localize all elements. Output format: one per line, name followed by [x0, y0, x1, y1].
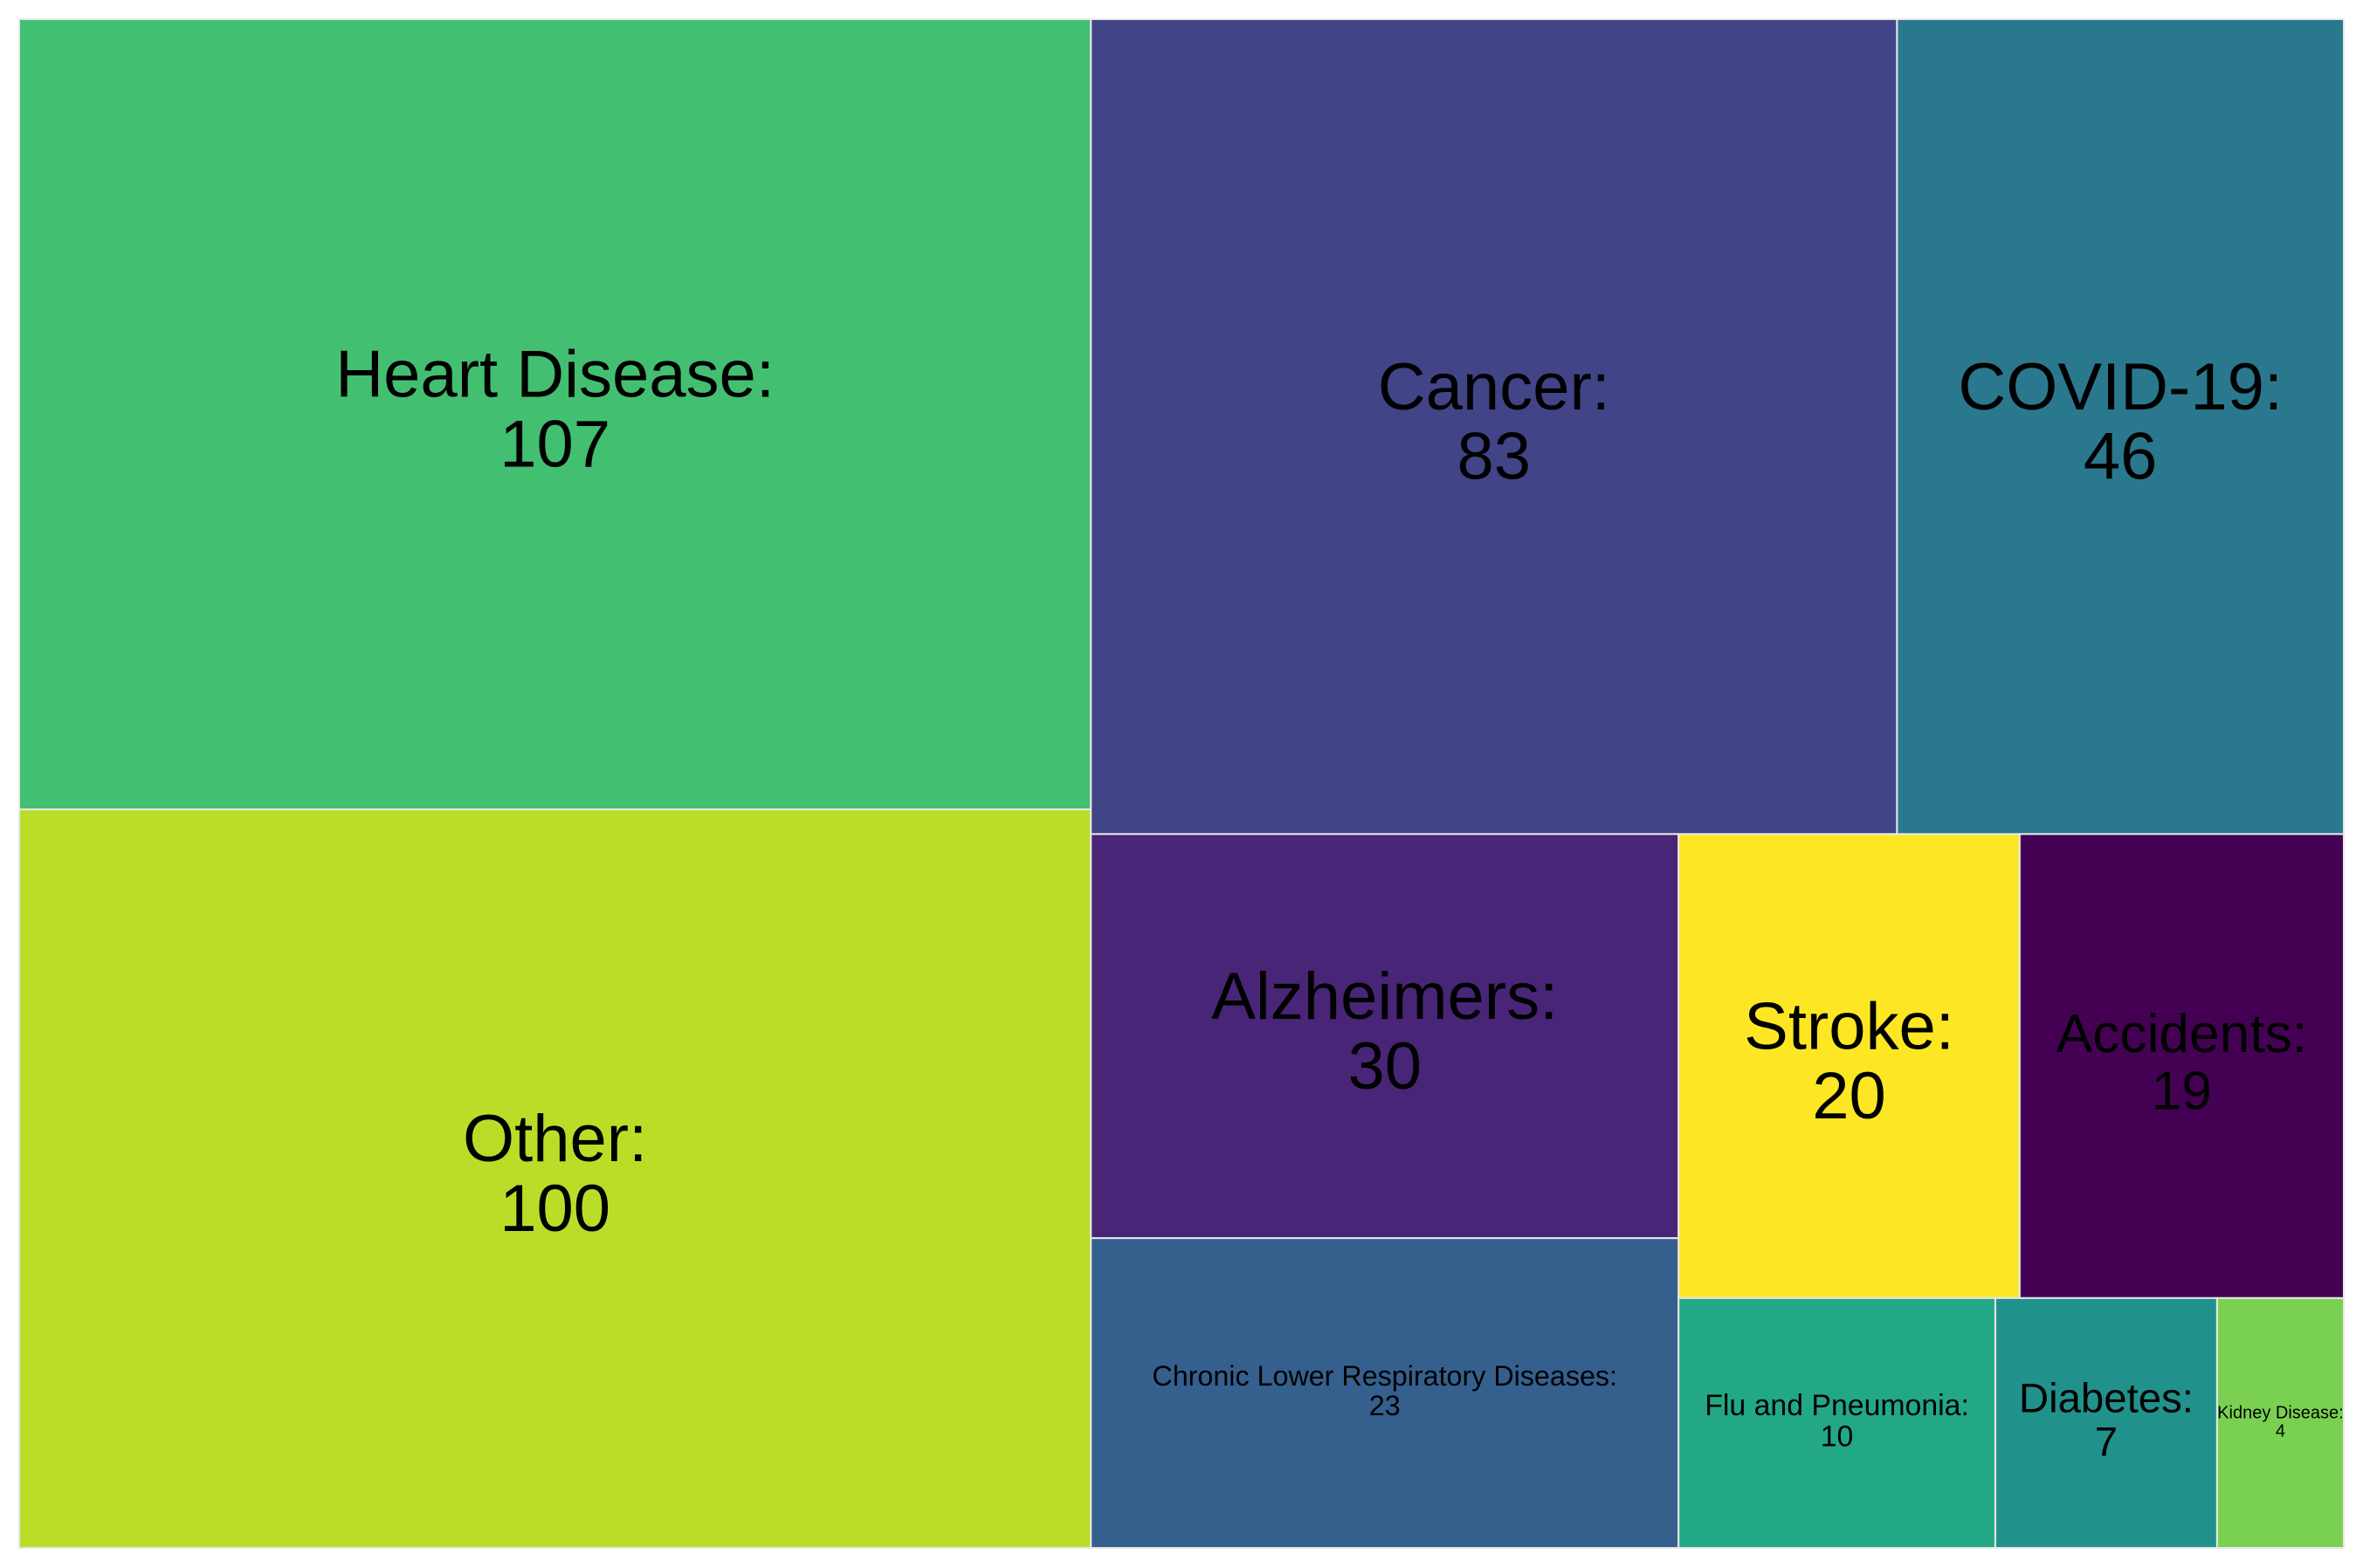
tile-label-heart-disease: Heart Disease: [335, 338, 775, 412]
tile-other: Other:100 [18, 808, 1092, 1549]
tile-rect-heart-disease [18, 18, 1092, 811]
tile-cancer: Cancer:83 [1090, 18, 1898, 836]
tile-chronic-lower-respiratory-diseases: Chronic Lower Respiratory Diseases:23 [1090, 1237, 1680, 1550]
tile-rect-accidents [2018, 833, 2346, 1299]
tile-value-chronic-lower-respiratory-diseases: 23 [1369, 1390, 1401, 1421]
tile-label-kidney-disease: Kidney Disease: [2217, 1404, 2344, 1423]
tile-rect-chronic-lower-respiratory-diseases [1090, 1237, 1680, 1550]
tile-value-alzheimers: 30 [1347, 1029, 1422, 1104]
tile-flu-and-pneumonia: Flu and Pneumonia:10 [1678, 1296, 1996, 1549]
tile-value-covid-19: 46 [2084, 420, 2158, 494]
treemap-tiles: Heart Disease:107Other:100Cancer:83COVID… [18, 18, 2346, 1550]
tile-rect-cancer [1090, 18, 1898, 836]
tile-accidents: Accidents:19 [2018, 833, 2346, 1299]
tile-value-kidney-disease: 4 [2276, 1422, 2285, 1441]
tile-label-other: Other: [463, 1102, 647, 1176]
tile-value-accidents: 19 [2152, 1061, 2212, 1121]
tile-label-accidents: Accidents: [2056, 1004, 2307, 1064]
tile-value-other: 100 [499, 1172, 610, 1246]
tile-value-flu-and-pneumonia: 10 [1821, 1420, 1854, 1454]
tile-rect-alzheimers [1090, 833, 1680, 1240]
tile-rect-covid-19 [1896, 18, 2346, 836]
tile-label-cancer: Cancer: [1378, 350, 1610, 424]
tile-stroke: Stroke:20 [1678, 833, 2021, 1299]
tile-value-stroke: 20 [1812, 1059, 1886, 1133]
tile-label-flu-and-pneumonia: Flu and Pneumonia: [1705, 1389, 1969, 1422]
tile-value-diabetes: 7 [2095, 1419, 2118, 1465]
tile-label-alzheimers: Alzheimers: [1211, 959, 1558, 1034]
tile-value-cancer: 83 [1457, 420, 1532, 494]
tile-label-stroke: Stroke: [1744, 989, 1954, 1063]
tile-label-chronic-lower-respiratory-diseases: Chronic Lower Respiratory Diseases: [1152, 1360, 1617, 1392]
tile-rect-kidney-disease [2215, 1296, 2346, 1549]
tile-covid-19: COVID-19:46 [1896, 18, 2346, 836]
tile-value-heart-disease: 107 [499, 408, 610, 482]
tile-alzheimers: Alzheimers:30 [1090, 833, 1680, 1240]
tile-diabetes: Diabetes:7 [1994, 1296, 2218, 1549]
tile-rect-stroke [1678, 833, 2021, 1299]
tile-rect-other [18, 808, 1092, 1549]
tile-rect-diabetes [1994, 1296, 2218, 1549]
tile-heart-disease: Heart Disease:107 [18, 18, 1092, 811]
tile-label-covid-19: COVID-19: [1958, 350, 2283, 424]
tile-label-diabetes: Diabetes: [2019, 1376, 2194, 1422]
tile-rect-flu-and-pneumonia [1678, 1296, 1996, 1549]
tile-kidney-disease: Kidney Disease:4 [2215, 1296, 2346, 1549]
